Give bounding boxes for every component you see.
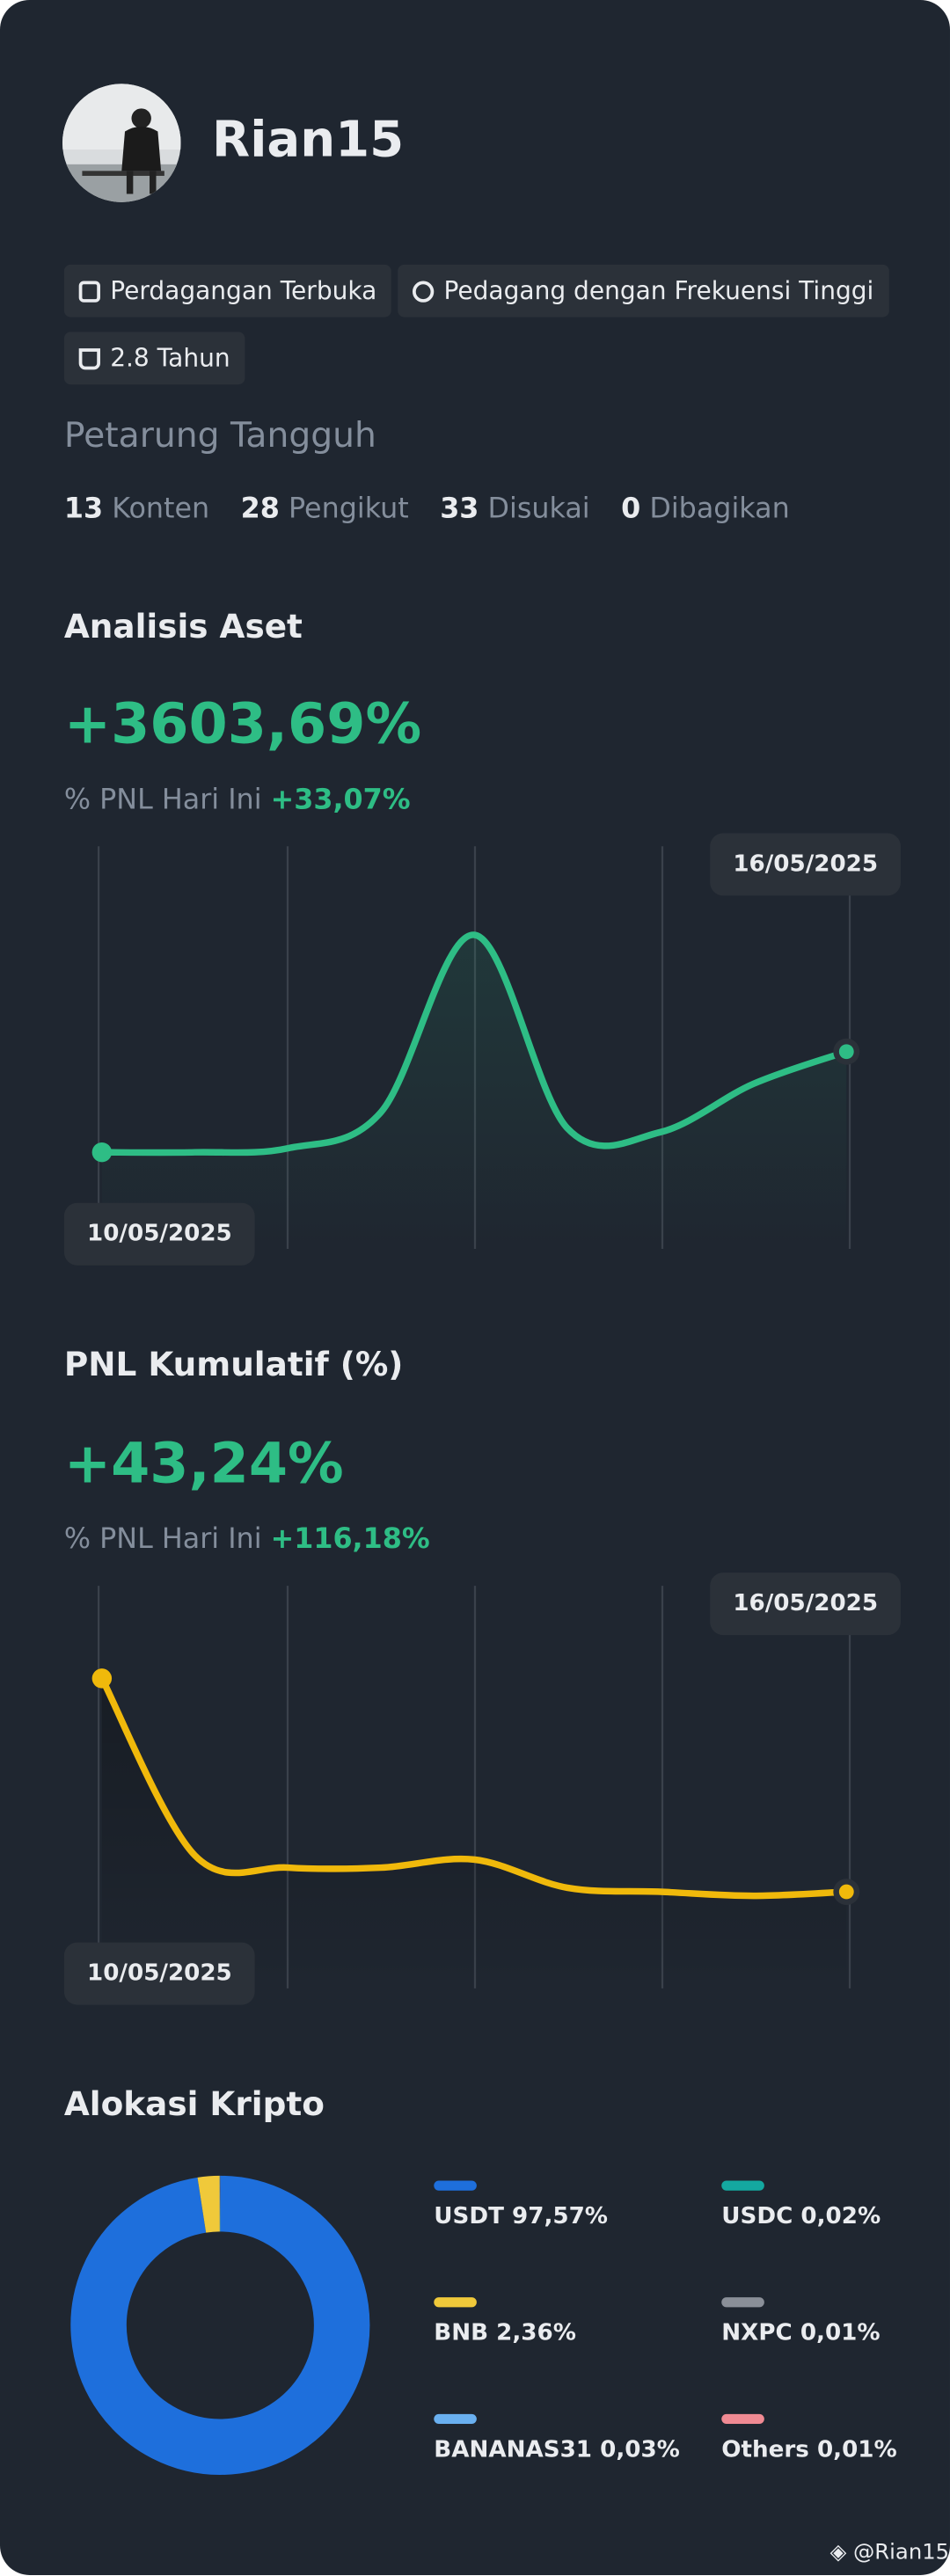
stat: 33 Disukai — [440, 493, 589, 526]
legend-item: USDT 97,57% — [434, 2180, 608, 2230]
stat-value: 13 — [63, 493, 104, 526]
end-point-dot — [838, 1884, 854, 1900]
pnl-value: +116,18% — [270, 1523, 430, 1557]
stat-value: 28 — [240, 493, 280, 526]
headline-value: +3603,69% — [63, 691, 422, 758]
badge-label: Pedagang dengan Frekuensi Tinggi — [443, 275, 874, 306]
pnl-value: +33,07% — [270, 784, 411, 817]
legend-value: 97,57% — [512, 2203, 608, 2230]
legend-item: BNB 2,36% — [434, 2297, 576, 2346]
pnl-today: % PNL Hari Ini +33,07% — [64, 784, 411, 816]
line-area — [101, 1678, 847, 1989]
badge-label: Perdagangan Terbuka — [110, 275, 377, 306]
legend-item: BANANAS31 0,03% — [434, 2413, 680, 2463]
legend-swatch — [721, 2180, 764, 2191]
legend-label: USDC — [721, 2203, 793, 2230]
section-title: PNL Kumulatif (%) — [63, 1344, 404, 1384]
date-tooltip: 10/05/2025 — [63, 1942, 255, 2005]
stat: 0 Dibagikan — [621, 493, 790, 526]
stat: 28 Pengikut — [241, 493, 409, 526]
stat-label: Dibagikan — [649, 493, 790, 526]
section-title: Analisis Aset — [63, 606, 303, 646]
badge: Pedagang dengan Frekuensi Tinggi — [398, 264, 889, 317]
date-tooltip: 10/05/2025 — [63, 1202, 255, 1266]
legend-swatch — [434, 2297, 477, 2308]
legend-value: 0,02% — [800, 2203, 881, 2230]
stat-label: Disukai — [487, 493, 590, 526]
profile-subtitle: Petarung Tangguh — [63, 415, 376, 456]
legend-item: Others 0,01% — [721, 2413, 897, 2463]
username: Rian15 — [212, 112, 405, 170]
donut-segment — [197, 2175, 221, 2233]
badge: Perdagangan Terbuka — [63, 264, 392, 317]
legend-label: NXPC — [721, 2320, 793, 2347]
pnl-label: % PNL Hari Ini — [63, 1523, 262, 1557]
stat-value: 0 — [621, 493, 641, 526]
start-point — [91, 1142, 113, 1163]
headline-value: +43,24% — [63, 1431, 344, 1498]
legend-item: USDC 0,02% — [721, 2180, 881, 2230]
legend-label: Others — [721, 2436, 809, 2463]
date-tooltip: 16/05/2025 — [710, 833, 902, 896]
stat-value: 33 — [440, 493, 479, 526]
legend-value: 0,03% — [600, 2436, 680, 2463]
avatar — [62, 84, 181, 202]
legend-value: 2,36% — [496, 2320, 576, 2347]
line — [99, 931, 851, 1157]
footer: ◈ @Rian15 — [829, 2540, 950, 2565]
line-area — [101, 934, 847, 1250]
stat: 13 Konten — [64, 493, 209, 526]
legend-swatch — [721, 2297, 764, 2308]
legend-swatch — [721, 2413, 764, 2425]
legend-item: NXPC 0,01% — [721, 2297, 881, 2347]
footer-handle: @Rian15 — [853, 2540, 950, 2565]
legend-label: BNB — [434, 2320, 489, 2347]
badge-label: 2.8 Tahun — [110, 343, 230, 374]
stat-label: Pengikut — [289, 493, 409, 526]
line — [99, 1675, 851, 1900]
legend-label: BANANAS31 — [434, 2436, 593, 2463]
legend-value: 0,01% — [800, 2320, 881, 2347]
legend-swatch — [434, 2180, 477, 2191]
section-title: Alokasi Kripto — [63, 2083, 325, 2124]
date-tooltip: 16/05/2025 — [710, 1573, 902, 1636]
legend-swatch — [434, 2413, 477, 2425]
donut-segment — [70, 2175, 370, 2475]
stat-label: Konten — [112, 493, 210, 526]
badge: 2.8 Tahun — [63, 332, 245, 385]
end-point-dot — [838, 1044, 854, 1060]
stats: 13 Konten 28 Pengikut 33 Disukai 0 Dibag… — [64, 493, 790, 526]
start-point — [91, 1668, 113, 1689]
legend-value: 0,01% — [816, 2436, 897, 2463]
pnl-label: % PNL Hari Ini — [63, 784, 262, 817]
legend-label: USDT — [434, 2203, 504, 2230]
pnl-today: % PNL Hari Ini +116,18% — [64, 1523, 430, 1556]
